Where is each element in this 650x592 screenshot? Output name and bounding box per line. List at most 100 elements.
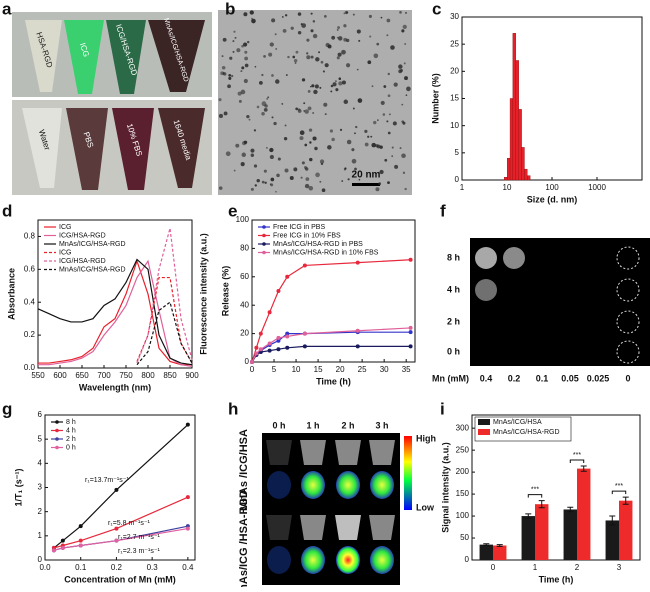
particle (240, 162, 245, 167)
scale-high: High (416, 433, 436, 443)
particle (297, 30, 302, 35)
particle (284, 14, 288, 17)
particle (240, 89, 246, 95)
scale-bar (352, 183, 380, 186)
particle (309, 141, 312, 144)
annotation: r₁=13.7m⁻¹s⁻¹ (85, 477, 129, 484)
error-bar (609, 515, 616, 526)
particle (294, 62, 297, 64)
y-tick-label: 5 (455, 148, 460, 157)
particle (281, 102, 284, 105)
particle (371, 85, 374, 88)
particle (310, 12, 313, 15)
particle (303, 165, 307, 170)
point (408, 330, 413, 335)
particle (380, 100, 385, 105)
x-axis-label: Wavelength (nm) (79, 382, 151, 392)
point (254, 351, 259, 356)
row-label: 8 h (447, 252, 460, 262)
particle (324, 113, 327, 116)
x-tick-label: 1000 (588, 183, 606, 192)
column-label: 1 h (306, 420, 319, 430)
series-line (53, 424, 189, 549)
point (285, 345, 290, 350)
legend-label: ICG/HSA-RGD (59, 232, 106, 239)
mri-background (470, 238, 650, 366)
error-bar (567, 506, 574, 513)
phantom (475, 247, 497, 269)
plot-frame (251, 219, 416, 363)
mri-image: 8 h 4 h 2 h 0 h 0.4 0.2 0.1 0.05 0.025 0 Mn (mM) (432, 238, 650, 383)
x-tick-label: 10 (292, 365, 301, 374)
phantom-grid: 8 h 4 h 2 h 0 h 0.4 0.2 0.1 0.05 0.025 0 (447, 246, 640, 383)
vial-signal (336, 546, 360, 574)
row-label: MnAs/ICG /HSA-RGD (238, 490, 250, 587)
plot-frame (471, 414, 641, 561)
particle (254, 184, 257, 187)
vial-signal (370, 546, 394, 574)
particle (232, 50, 235, 53)
particle (293, 59, 298, 63)
particle (339, 128, 343, 131)
vial (25, 20, 62, 92)
particle (351, 158, 357, 164)
annotation: r₁=2.3 m⁻¹s⁻¹ (118, 548, 161, 555)
particle (290, 26, 294, 30)
x-axis-label: Concentration of Mn (mM) (64, 574, 176, 584)
y-tick-label: 250 (456, 445, 470, 454)
particle (246, 114, 250, 119)
particle (404, 187, 407, 191)
particle (324, 63, 329, 68)
particle (335, 88, 339, 92)
particle (243, 140, 248, 145)
particle (244, 50, 248, 54)
x-tick-label: 0.3 (147, 563, 159, 572)
particle (266, 98, 269, 100)
particle (275, 79, 280, 84)
particle (313, 89, 318, 95)
particle (388, 113, 391, 116)
y-tick-label: 10 (450, 121, 459, 130)
bar (479, 544, 493, 560)
y-tick-label: 40 (240, 300, 249, 309)
y-tick-label: 0.0 (24, 363, 36, 372)
particle (402, 24, 407, 30)
x-tick-label: 1 (460, 183, 465, 192)
particle (336, 56, 340, 60)
particle (370, 135, 373, 138)
row-label: 2 h (447, 316, 460, 326)
point (114, 487, 119, 492)
bar (504, 177, 508, 181)
y-tick-label: 0.2 (24, 330, 36, 339)
legend-swatch (478, 429, 490, 435)
x-tick-label: 600 (53, 371, 67, 380)
legend-label: 2 h (66, 436, 76, 443)
y-tick-label: 200 (456, 467, 470, 476)
particle (251, 18, 256, 24)
particle (261, 180, 265, 184)
particle (336, 36, 339, 39)
legend-marker (262, 225, 266, 229)
particle (364, 129, 368, 133)
point (51, 548, 56, 553)
particle (233, 169, 236, 172)
vial (66, 108, 108, 190)
point (250, 360, 254, 364)
particle (356, 68, 359, 71)
x-tick-label: 0.0 (39, 563, 51, 572)
column-label: 0.025 (587, 373, 610, 383)
vial (300, 440, 326, 465)
x-tick-label: 2 (575, 563, 580, 572)
vial (22, 108, 62, 188)
particle (356, 29, 361, 34)
legend-marker (55, 445, 59, 450)
panel-label: b (225, 0, 235, 18)
particle (299, 130, 305, 136)
particle (403, 62, 406, 65)
particle (250, 153, 255, 157)
y-tick-label: 80 (240, 244, 249, 253)
x-axis-label: Size (d. nm) (527, 194, 578, 204)
particle (354, 132, 356, 135)
y-tick-label: 0.4 (24, 297, 36, 306)
bar (524, 168, 528, 181)
